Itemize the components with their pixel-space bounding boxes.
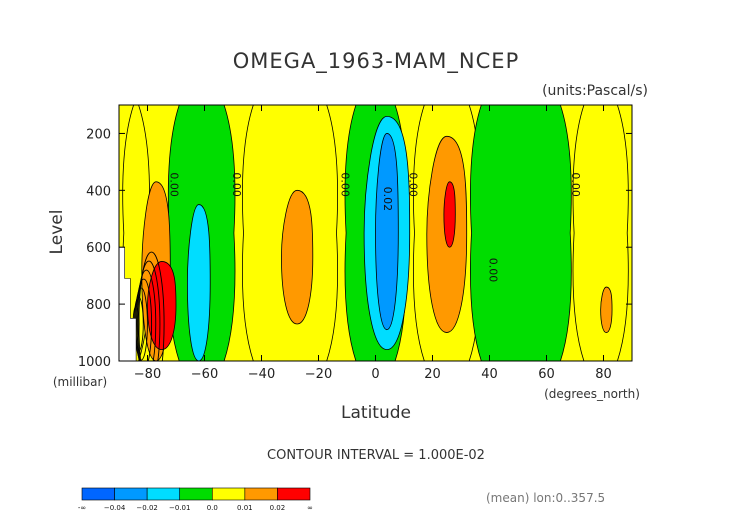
contour-label: 0.00: [230, 172, 243, 197]
colorbar-label: ∞: [307, 504, 313, 512]
chart-title: OMEGA_1963-MAM_NCEP: [233, 49, 519, 74]
y-tick-label: 400: [86, 184, 111, 199]
colorbar-label: -∞: [78, 504, 86, 512]
colorbar-swatch: [146, 487, 181, 501]
colorbar-swatch: [81, 487, 115, 501]
missing-data-mask: [119, 246, 137, 361]
region-yellow-band-north: [572, 105, 629, 361]
colorbar-label: 0.01: [237, 504, 253, 512]
colorbar: -∞ −0.04 −0.02 −0.01 0.0 0.01 0.02 ∞: [78, 487, 313, 512]
colorbar-label: −0.01: [169, 504, 190, 512]
units-label: (units:Pascal/s): [542, 83, 648, 99]
contour-interval: CONTOUR INTERVAL = 1.000E-02: [267, 448, 485, 463]
contour-label: 0.00: [487, 258, 500, 283]
colorbar-swatch: [114, 487, 148, 501]
colorbar-swatch: [244, 487, 278, 501]
contour-field: 0.00 0.00 0.00 0.02 0.00 0.00 0.00: [119, 105, 632, 361]
mean-label: (mean) lon:0..357.5: [486, 491, 605, 505]
colorbar-swatch: [211, 487, 246, 501]
x-tick-label: 20: [424, 367, 441, 382]
x-tick-label: 60: [538, 367, 555, 382]
x-tick-label: −20: [305, 367, 332, 382]
plot-area: 0.00 0.00 0.00 0.02 0.00 0.00 0.00 −80 −60 −40 −20…: [78, 104, 633, 382]
y-axis-units: (millibar): [53, 375, 107, 389]
x-axis-label: Latitude: [341, 403, 411, 423]
region-red-cell-75s: [147, 261, 177, 351]
region-blue-cell-5n: [375, 133, 399, 331]
region-cyan-cell-60s: [186, 204, 211, 361]
colorbar-label: 0.0: [207, 504, 218, 512]
colorbar-label: −0.02: [136, 504, 157, 512]
y-tick-label: 800: [86, 298, 111, 313]
south-contour-line: [136, 269, 157, 361]
x-tick-label: 80: [595, 367, 612, 382]
x-axis-units: (degrees_north): [544, 387, 640, 401]
colorbar-label: 0.02: [270, 504, 286, 512]
x-tick-label: −60: [191, 367, 218, 382]
x-tick-label: 40: [481, 367, 498, 382]
contour-label: 0.00: [338, 172, 351, 197]
y-tick-label: 200: [86, 127, 111, 142]
region-orange-cell-30s: [281, 189, 314, 325]
south-contour-line: [138, 251, 165, 361]
y-axis-label: Level: [47, 210, 67, 255]
south-contour-line: [137, 260, 161, 361]
region-red-cell-25n: [443, 181, 456, 248]
y-tick-label: 1000: [78, 355, 111, 370]
region-orange-cell-80n: [600, 286, 613, 333]
x-tick-label: −40: [248, 367, 275, 382]
contour-label: 0.02: [381, 187, 394, 212]
region-green-band-50n: [470, 105, 572, 361]
contour-label: 0.00: [569, 172, 582, 197]
contour-label: 0.00: [407, 172, 420, 197]
y-tick-label: 600: [86, 241, 111, 256]
colorbar-swatch: [277, 487, 311, 501]
colorbar-swatch: [179, 487, 213, 501]
x-tick-label: 0: [371, 367, 379, 382]
colorbar-label: −0.04: [104, 504, 126, 512]
x-tick-label: −80: [134, 367, 161, 382]
contour-label: 0.00: [167, 172, 180, 197]
